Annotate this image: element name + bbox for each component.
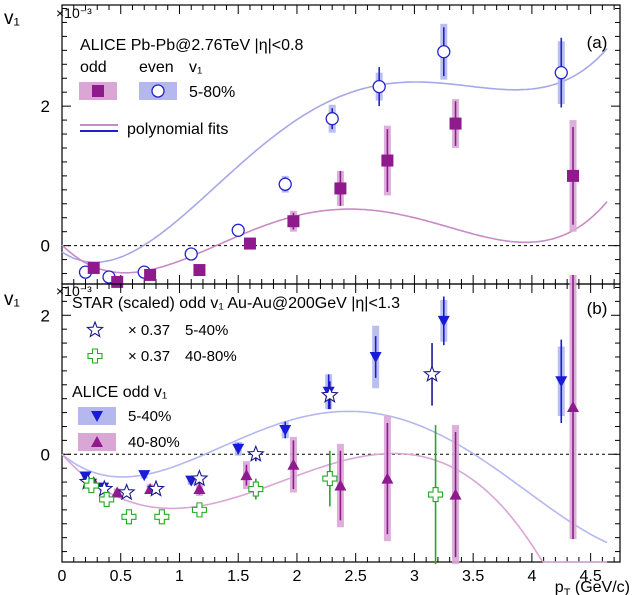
data-point [381,472,394,484]
x-tick-label: 4 [527,568,536,585]
data-point [193,483,206,495]
legend-header: STAR (scaled) odd v₁ Au-Au@200GeV |η|<1.… [72,295,400,312]
x-axis-label-sub: T [564,587,571,595]
data-point [111,275,124,288]
data-point [334,182,347,195]
data-point [248,481,264,497]
y-tick-label: 0 [41,445,50,464]
fit-curve-5-40 [61,410,608,544]
data-point [567,169,580,182]
data-point [87,261,100,274]
legend-alice-40-80-marker [91,436,103,447]
legend-alice-5-40-marker [91,411,103,422]
data-point [231,223,245,237]
x-tick-label: 0 [58,568,67,585]
x-tick-label: 0.5 [110,568,132,585]
y-axis-label: v₁ [4,289,20,310]
legend-even-marker [151,84,165,98]
data-point [279,424,292,436]
legend-centrality: 5-40% [128,408,171,425]
data-point [449,117,462,130]
exponent-label: ×10⁻³ [56,5,92,21]
data-point [325,112,339,126]
data-point [334,479,347,491]
legend-centrality: 5-40% [185,322,228,339]
legend-alice-title: ALICE odd v₁ [72,384,167,401]
data-point [154,509,170,525]
fit-curve-odd [61,201,608,274]
x-tick-label: 2 [292,568,301,585]
data-point [83,478,99,494]
x-tick-label: 1 [175,568,184,585]
plot-frame [61,283,621,563]
data-point [111,486,124,498]
data-point [554,66,568,80]
y-tick-label: 2 [41,97,50,116]
data-point [287,215,300,228]
legend-even-label: even [139,59,174,76]
data-point [184,247,198,261]
x-tick-label: 3.5 [462,568,484,585]
legend-header: ALICE Pb-Pb@2.76TeV |η|<0.8 [80,37,303,54]
data-point [146,479,166,497]
x-axis-label-unit: (GeV/c) [570,579,630,595]
x-tick-label: 4.5 [580,568,602,585]
panel-tag: (b) [587,299,608,318]
data-point [193,264,206,277]
data-point [428,487,444,503]
data-point [278,177,292,191]
legend-star-40-80-marker [87,348,103,364]
data-point [240,469,253,481]
legend-centrality: 5-80% [189,84,235,101]
y-axis-label: v₁ [4,8,20,29]
data-point [287,458,300,470]
data-point [437,315,450,327]
legend-centrality: 40-80% [128,434,180,451]
data-point [422,364,442,383]
data-point [79,471,92,483]
x-tick-label: 1.5 [227,568,249,585]
data-point [320,385,339,403]
data-point [381,154,394,167]
y-tick-label: 0 [41,237,50,256]
data-point [243,237,256,250]
data-point [449,488,462,500]
fit-curve-even [61,48,608,264]
legend-star-5-40-marker [85,320,105,338]
x-axis-label-main: p [555,579,564,595]
data-point [117,482,136,501]
data-point [99,491,115,507]
data-point [190,469,209,487]
data-point [191,502,207,518]
legend-odd-label: odd [80,59,107,76]
x-tick-label: 2.5 [345,568,367,585]
data-point [555,376,568,388]
data-point [121,509,137,525]
legend-fit-label: polynomial fits [127,121,228,138]
data-point [246,444,265,462]
fit-curve-40-80 [61,452,608,563]
legend-scale: × 0.37 [128,322,170,339]
data-point [144,268,157,281]
x-axis-label: pT (GeV/c) [555,579,630,595]
data-point [437,45,451,59]
exponent-label: ×10⁻³ [56,283,92,299]
y-tick-label: 2 [41,306,50,325]
legend-odd-marker [92,85,104,97]
data-point [232,443,245,455]
data-point [138,470,151,482]
text-layer: 0 2 0 2 0 0.5 1 1.5 2 2.5 3 3.5 4 4.5 v₁ v₁ ×10⁻³ ×10⁻³ pT… [4,5,630,595]
data-point [369,351,382,363]
panel-b [61,274,621,565]
legend-v1-label: v₁ [189,59,202,76]
data-point [372,79,386,94]
legend-scale: × 0.37 [128,348,170,365]
data-point [567,401,580,413]
data-point [322,471,338,487]
panel-tag: (a) [587,33,608,52]
x-tick-label: 3 [410,568,419,585]
legend-centrality: 40-80% [185,348,237,365]
panel-a [61,4,621,288]
